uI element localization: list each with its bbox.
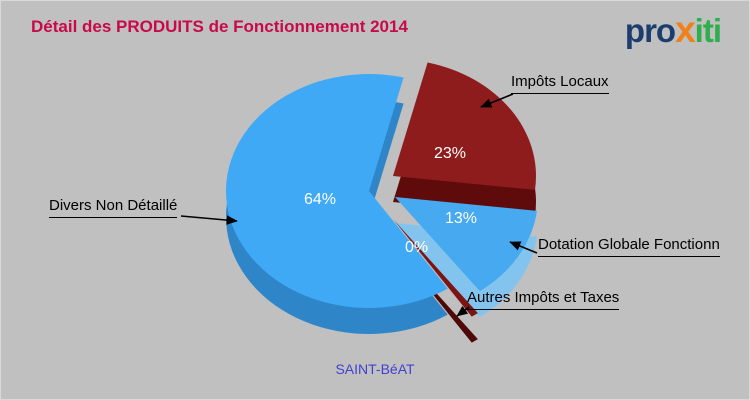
leader-arrow-autres-impots <box>456 305 470 317</box>
pie-slice[interactable] <box>393 219 478 317</box>
chart-title: Détail des PRODUITS de Fonctionnement 20… <box>31 17 408 36</box>
leader-arrow-divers-non-detaille <box>180 215 238 225</box>
pie-percent-labels-group: 23% 13% 0% 64% <box>304 145 477 256</box>
pie-percent-label: 23% <box>434 145 466 162</box>
pie-slices-group <box>225 62 537 343</box>
callout-autres-impots: Autres Impôts et Taxes <box>467 289 620 310</box>
callout-dotation-globale: Dotation Globale Fonctionn <box>538 236 720 257</box>
pie-percent-label: 64% <box>304 191 336 208</box>
leader-arrow-dotation-globale <box>509 241 538 254</box>
pie-slice[interactable] <box>226 73 448 308</box>
proxiti-logo: proxiti <box>624 9 722 51</box>
leader-arrow-impots-locaux <box>480 93 514 108</box>
commune-name: SAINT-BéAT <box>335 361 415 377</box>
logo-part-iti: iti <box>694 12 722 49</box>
callout-divers-non-detaille: Divers Non Détaillé <box>49 197 178 218</box>
logo-part-pro: pro <box>624 12 676 49</box>
logo-part-x: x <box>675 9 696 50</box>
callout-impots-locaux: Impôts Locaux <box>511 73 609 94</box>
leader-arrows-group <box>180 93 538 317</box>
pie-slice[interactable] <box>393 62 536 190</box>
pie-percent-label: 13% <box>445 210 477 227</box>
pie-percent-label: 0% <box>405 239 428 256</box>
pie-slice[interactable] <box>395 197 537 292</box>
